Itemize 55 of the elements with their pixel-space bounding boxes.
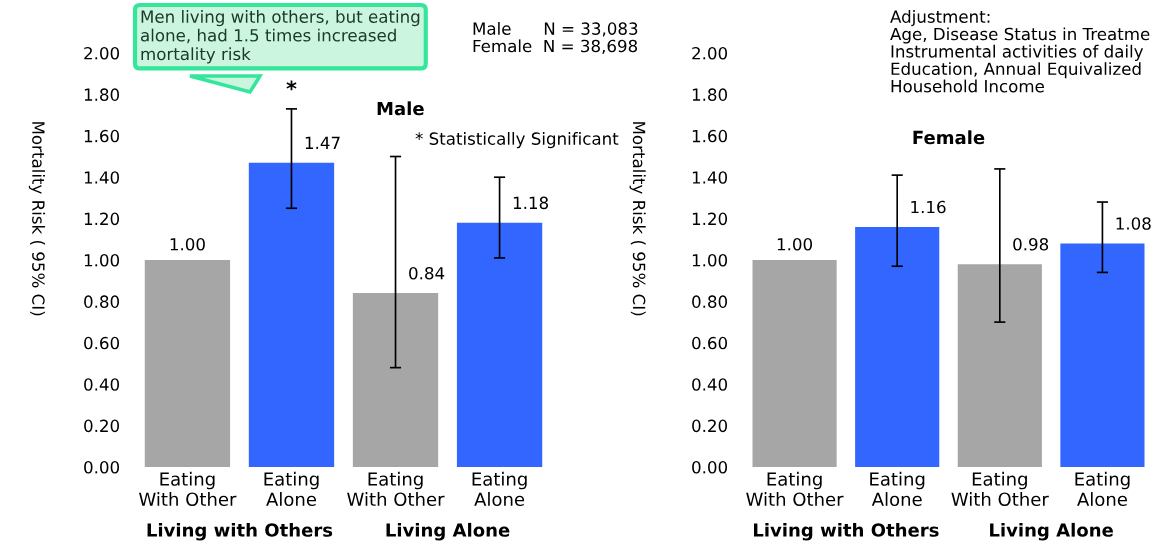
data-label: 1.47 [305, 136, 340, 149]
y-axis-title: Mortality Risk ( 95% CI) [28, 122, 45, 316]
text: Male [377, 101, 424, 116]
y-tick-label: 2.00 [692, 46, 728, 60]
y-tick-label: 0.00 [84, 460, 120, 474]
y-tick-label: 1.80 [692, 88, 728, 101]
y-tick-label: 1.60 [84, 129, 120, 143]
annotation: Men living with others, but eating alone, had 1.5 times increased mortality risk [141, 10, 420, 64]
text: Female [913, 130, 985, 145]
data-label: 0.98 [1013, 237, 1049, 251]
annotation: * Statistically Significant [415, 132, 619, 149]
bar [456, 222, 543, 467]
y-tick-label: 1.40 [84, 171, 120, 184]
x-tick-label: Eating Alone [1075, 471, 1130, 507]
annotation: * [286, 80, 297, 91]
y-tick-label: 0.80 [84, 295, 120, 308]
x-tick-label: Eating With Other [347, 471, 445, 507]
y-tick-label: 0.80 [692, 295, 728, 308]
y-tick-label: 1.00 [692, 253, 728, 267]
annotation: Male N = 33,083 Female N = 38,698 [473, 22, 638, 54]
text: Living Alone [990, 522, 1113, 541]
y-tick-label: 0.60 [84, 336, 120, 350]
y-tick-label: 0.00 [692, 460, 728, 474]
y-tick-label: 1.40 [692, 171, 728, 184]
x-tick-label: Eating Alone [264, 471, 319, 507]
data-label: 1.18 [513, 196, 549, 210]
y-tick-label: 1.80 [84, 88, 120, 101]
y-axis-title: Mortality Risk ( 95% CI) [629, 122, 646, 316]
x-tick-label: Eating With Other [951, 471, 1049, 507]
text: Living with Others [754, 522, 939, 541]
y-tick-label: 0.20 [692, 419, 728, 433]
y-tick-label: 1.20 [84, 212, 120, 226]
y-tick-label: 1.20 [692, 212, 728, 226]
y-tick-label: 0.20 [84, 419, 120, 433]
bar [352, 293, 439, 467]
data-label: 1.08 [1116, 217, 1151, 230]
data-label: 0.84 [409, 266, 445, 280]
text: Living Alone [386, 522, 510, 541]
y-tick-label: 1.00 [84, 253, 120, 267]
y-tick-label: 0.40 [692, 378, 728, 391]
data-label: 1.16 [911, 200, 946, 214]
x-tick-label: Eating With Other [746, 471, 844, 507]
bar [144, 260, 231, 467]
bar [248, 162, 335, 467]
text: Living with Others [147, 522, 333, 541]
x-tick-label: Eating Alone [472, 471, 527, 507]
y-tick-label: 1.60 [692, 129, 728, 143]
data-label: 1.00 [170, 237, 205, 251]
annotation: Adjustment: Age, Disease Status in Treatme Instrumental activities of daily Education, Annual Equivalized Household Income [890, 10, 1150, 93]
x-tick-label: Eating Alone [870, 471, 925, 507]
y-tick-label: 2.00 [84, 46, 120, 60]
y-tick-label: 0.60 [692, 336, 728, 350]
x-tick-label: Eating With Other [139, 471, 237, 507]
data-label: 1.00 [777, 237, 813, 251]
y-tick-label: 0.40 [84, 378, 120, 391]
